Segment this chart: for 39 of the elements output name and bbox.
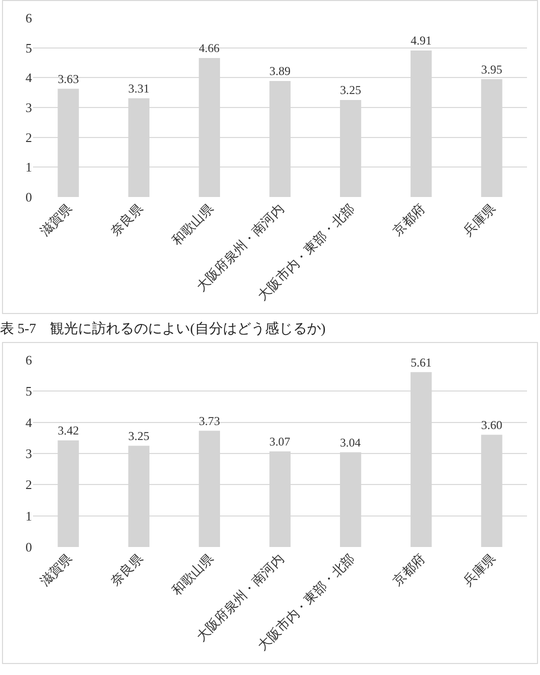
y-tick-label: 5 [26,384,32,399]
data-label: 3.25 [128,428,150,443]
chart-title: 表 5-7 観光に訪れるのによい(自分はどう感じるか) [0,320,326,339]
y-tick-label: 3 [26,446,32,462]
y-tick-label: 6 [26,352,32,368]
x-tick-label: 滋賀県 [36,550,76,589]
x-tick-label: 和歌山県 [168,200,216,248]
x-tick-label: 和歌山県 [168,550,216,598]
y-tick-label: 2 [26,477,32,492]
y-tick-label: 0 [26,540,32,555]
y-tick-label: 2 [26,130,32,145]
data-label: 3.89 [269,64,291,78]
y-tick-label: 6 [26,10,32,26]
y-tick-label: 1 [26,160,32,175]
data-label: 3.25 [340,83,362,98]
y-tick-label: 5 [26,40,32,56]
data-label: 3.95 [481,62,502,76]
y-tick-label: 4 [26,70,32,86]
x-tick-label: 京都府 [390,200,428,239]
data-label: 3.73 [198,414,220,428]
x-tick-label: 滋賀県 [36,200,76,239]
y-tick-label: 4 [26,414,32,430]
y-tick-label: 1 [26,508,32,524]
y-tick-label: 3 [26,100,32,116]
data-label: 3.63 [58,72,79,86]
x-tick-label: 奈良県 [107,550,146,589]
data-label: 3.07 [269,434,290,449]
x-tick-label: 奈良県 [107,200,146,239]
y-tick-label: 0 [26,190,32,205]
data-label: 3.04 [340,436,361,450]
data-label: 4.66 [198,41,220,56]
data-label: 3.31 [128,81,150,96]
x-tick-label: 兵庫県 [460,550,498,589]
data-label: 3.60 [481,418,502,432]
data-label: 4.91 [410,34,432,48]
data-label: 5.61 [410,355,432,370]
x-tick-label: 兵庫県 [460,200,498,239]
data-label: 3.42 [58,424,79,438]
x-tick-label: 京都府 [390,550,428,589]
